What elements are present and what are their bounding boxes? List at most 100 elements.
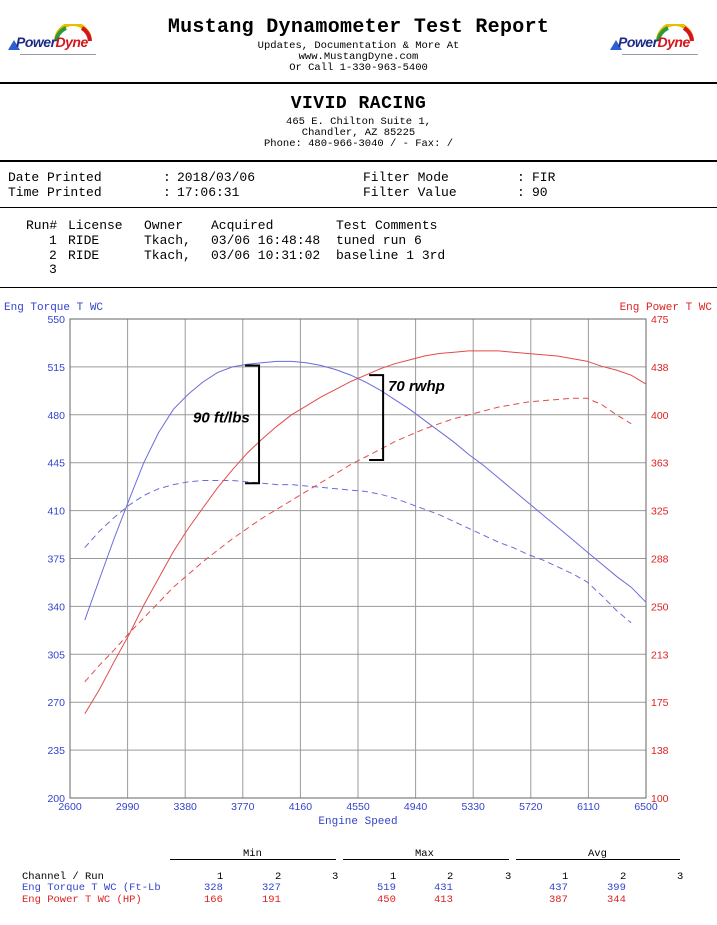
series-line-torque-dashed xyxy=(84,480,632,624)
run-comment: tuned run 6 xyxy=(336,233,422,248)
divider xyxy=(343,859,509,860)
summary-group-max: Max xyxy=(415,848,434,860)
x-tick-label: 4940 xyxy=(404,801,428,813)
divider xyxy=(170,859,336,860)
divider xyxy=(0,160,717,162)
series-line-torque-solid xyxy=(84,360,647,621)
run-number: 1 xyxy=(49,233,57,248)
y-tick-label-left: 200 xyxy=(47,793,65,805)
y-tick-label-left: 235 xyxy=(47,745,65,757)
x-tick-label: 6500 xyxy=(634,801,658,813)
run-acquired: 03/06 16:48:48 xyxy=(211,233,321,248)
y-tick-label-right: 288 xyxy=(651,554,669,566)
power-max-2: 413 xyxy=(434,894,453,906)
run-number: 2 xyxy=(49,248,57,263)
power-min-2: 191 xyxy=(262,894,281,906)
y-tick-label-right: 325 xyxy=(651,506,669,518)
col-header-acquired: Acquired xyxy=(211,218,274,233)
run-number: 3 xyxy=(49,262,57,277)
filter-mode-sep: : xyxy=(517,170,525,185)
x-tick-label: 6110 xyxy=(577,801,600,813)
y-tick-label-right: 175 xyxy=(651,697,669,709)
header-url-line: www.MustangDyne.com xyxy=(298,51,419,63)
y-tick-label-right: 475 xyxy=(651,314,669,326)
dyno-chart: 2600 2990 3380 3770 4160 4550 4940 5330 5720 6110… xyxy=(4,302,712,828)
x-axis-title: Engine Speed xyxy=(318,816,397,828)
powerdyne-logo-left: PowerDyne xyxy=(6,24,102,60)
y-tick-label-left: 410 xyxy=(47,506,65,518)
y-tick-label-right: 250 xyxy=(651,601,669,613)
torque-max-1: 519 xyxy=(377,882,396,894)
run-license: RIDE xyxy=(68,248,100,263)
torque-avg-2: 399 xyxy=(607,882,626,894)
summary-row-label-power: Eng Power T WC (HP) xyxy=(22,894,142,906)
shop-address2: Chandler, AZ 85225 xyxy=(301,127,416,139)
x-tick-label: 3770 xyxy=(231,801,255,813)
annotation-label: 70 rwhp xyxy=(388,378,445,395)
filter-value-label: Filter Value xyxy=(363,185,457,200)
filter-value-value: 90 xyxy=(532,185,548,200)
run-col-2: 2 xyxy=(447,871,454,883)
summary-row-label-torque: Eng Torque T WC (Ft-Lb xyxy=(22,882,161,894)
report-header: PowerDyne Mustang Dynamometer Test Repor… xyxy=(0,0,717,82)
gauge-arc-icon xyxy=(656,24,694,42)
col-header-comments: Test Comments xyxy=(336,218,438,233)
plot-frame xyxy=(69,318,647,799)
run-col-2: 2 xyxy=(275,871,282,883)
x-tick-label: 4550 xyxy=(346,801,370,813)
series-line-power-solid xyxy=(84,350,647,714)
run-col-1: 1 xyxy=(390,871,397,883)
report-title: Mustang Dynamometer Test Report xyxy=(167,16,550,39)
x-tick-label: 5330 xyxy=(462,801,486,813)
y-tick-label-left: 480 xyxy=(47,410,65,422)
date-sep: : xyxy=(163,170,171,185)
x-tick-label: 3380 xyxy=(174,801,198,813)
y-tick-label-right: 213 xyxy=(651,649,669,661)
header-updates-line: Updates, Documentation & More At xyxy=(257,40,460,52)
divider xyxy=(0,82,717,84)
date-label: Date Printed xyxy=(8,170,102,185)
col-header-owner: Owner xyxy=(144,218,184,233)
time-sep: : xyxy=(163,185,171,200)
power-avg-2: 344 xyxy=(607,894,626,906)
run-license: RIDE xyxy=(68,233,100,248)
powerdyne-logo-right: PowerDyne xyxy=(608,24,704,60)
power-min-1: 166 xyxy=(204,894,223,906)
y-tick-label-left: 375 xyxy=(47,554,65,566)
triangle-icon xyxy=(610,40,622,50)
y-tick-label-left: 305 xyxy=(47,649,65,661)
shop-block: VIVID RACING 465 E. Chilton Suite 1, Cha… xyxy=(0,86,717,158)
filter-mode-label: Filter Mode xyxy=(363,170,449,185)
header-phone-line: Or Call 1-330-963-5400 xyxy=(289,62,428,74)
annotation-bracket xyxy=(245,364,261,485)
x-tick-label: 5720 xyxy=(519,801,543,813)
run-comment: baseline 1 3rd xyxy=(336,248,446,263)
y-tick-label-left: 550 xyxy=(47,314,65,326)
y-tick-label-right: 438 xyxy=(651,362,669,374)
divider xyxy=(516,859,680,860)
run-col-3: 3 xyxy=(332,871,339,883)
y-tick-label-left: 270 xyxy=(47,697,65,709)
gauge-arc-icon xyxy=(54,24,92,42)
power-avg-1: 387 xyxy=(549,894,568,906)
y-tick-label-right: 138 xyxy=(651,745,669,757)
divider xyxy=(0,207,717,208)
torque-min-2: 327 xyxy=(262,882,281,894)
y-tick-label-left: 515 xyxy=(47,362,65,374)
x-tick-label: 4160 xyxy=(289,801,313,813)
date-value: 2018/03/06 xyxy=(177,170,256,185)
x-tick-label: 2600 xyxy=(58,801,82,813)
annotation-label: 90 ft/lbs xyxy=(193,409,250,426)
y-tick-label-right: 100 xyxy=(651,793,669,805)
run-owner: Tkach, xyxy=(144,248,191,263)
summary-channel-header: Channel / Run xyxy=(22,871,104,883)
time-label: Time Printed xyxy=(8,185,102,200)
shop-name: VIVID RACING xyxy=(290,94,427,114)
run-owner: Tkach, xyxy=(144,233,191,248)
y-tick-label-right: 400 xyxy=(651,410,669,422)
torque-min-1: 328 xyxy=(204,882,223,894)
run-col-1: 1 xyxy=(217,871,224,883)
x-tick-label: 2990 xyxy=(116,801,140,813)
run-col-3: 3 xyxy=(505,871,512,883)
time-value: 17:06:31 xyxy=(177,185,240,200)
